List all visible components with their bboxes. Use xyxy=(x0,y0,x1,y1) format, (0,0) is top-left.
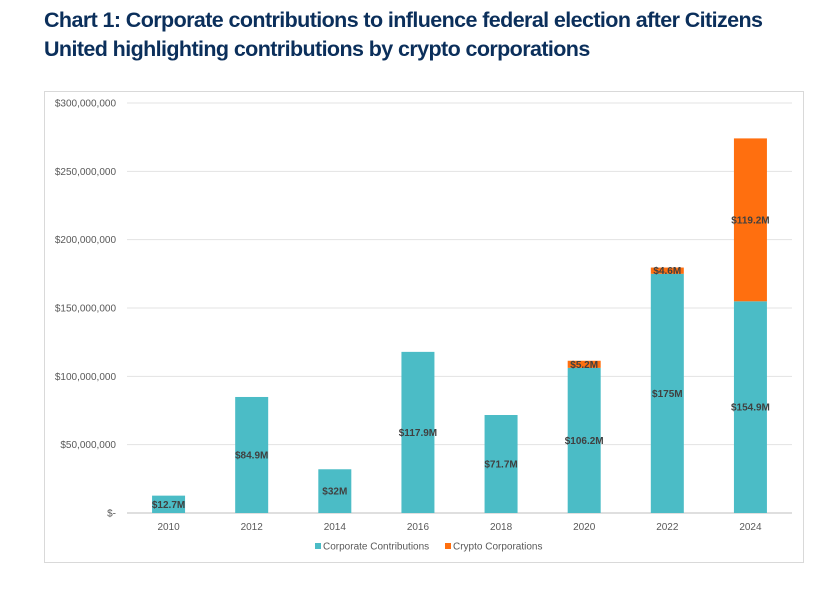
x-tick-label: 2024 xyxy=(739,522,762,533)
bars xyxy=(152,138,767,513)
bar-corporate xyxy=(318,469,352,513)
y-tick-label: $50,000,000 xyxy=(60,440,116,451)
y-tick-label: $300,000,000 xyxy=(55,99,117,110)
legend: Corporate Contributions Crypto Corporatio… xyxy=(315,542,542,553)
bar-crypto xyxy=(650,267,684,274)
chart-title: Chart 1: Corporate contributions to infl… xyxy=(44,8,763,61)
y-axis: $- $50,000,000 $100,000,000 $150,000,000 $20… xyxy=(55,99,117,520)
bar-corporate xyxy=(401,351,435,513)
y-tick-label: $100,000,000 xyxy=(55,372,117,383)
data-label: $12.7M xyxy=(152,500,185,511)
x-tick-label: 2012 xyxy=(241,522,264,533)
data-label: $84.9M xyxy=(235,450,268,461)
legend-swatch-corporate xyxy=(315,543,321,549)
x-tick-label: 2010 xyxy=(157,522,180,533)
data-label: $106.2M xyxy=(565,436,604,447)
y-tick-label: $200,000,000 xyxy=(55,235,117,246)
data-label: $119.2M xyxy=(731,215,769,226)
data-label: $5.2M xyxy=(570,360,598,371)
bar-corporate xyxy=(567,367,601,513)
data-label: $154.9M xyxy=(731,403,770,414)
y-tick-label: $- xyxy=(107,509,116,520)
x-axis: 2010 2012 2014 2016 2018 2020 2022 2024 xyxy=(157,522,762,533)
x-tick-label: 2018 xyxy=(490,522,513,533)
bar-corporate xyxy=(235,396,269,513)
x-tick-label: 2014 xyxy=(324,522,347,533)
y-tick-label: $150,000,000 xyxy=(55,304,117,315)
bar-corporate xyxy=(733,301,767,513)
bar-crypto xyxy=(567,360,601,368)
legend-swatch-crypto xyxy=(445,543,451,549)
bar-corporate xyxy=(650,273,684,513)
bar-crypto xyxy=(733,138,767,302)
data-label: $117.9M xyxy=(399,428,437,439)
bar-corporate xyxy=(152,495,186,513)
legend-label-corporate: Corporate Contributions xyxy=(323,542,429,553)
x-tick-label: 2020 xyxy=(573,522,596,533)
gridlines xyxy=(127,102,792,514)
x-tick-label: 2016 xyxy=(407,522,430,533)
data-labels: $12.7M $84.9M $32M $117.9M $71.7M $106.2M $5.2… xyxy=(152,215,770,510)
data-label: $32M xyxy=(322,487,347,498)
legend-label-crypto: Crypto Corporations xyxy=(453,542,542,553)
data-label: $4.6M xyxy=(653,266,681,277)
data-label: $175M xyxy=(652,389,683,400)
bar-corporate xyxy=(484,415,518,513)
x-tick-label: 2022 xyxy=(656,522,679,533)
y-tick-label: $250,000,000 xyxy=(55,167,117,178)
data-label: $71.7M xyxy=(484,460,517,471)
